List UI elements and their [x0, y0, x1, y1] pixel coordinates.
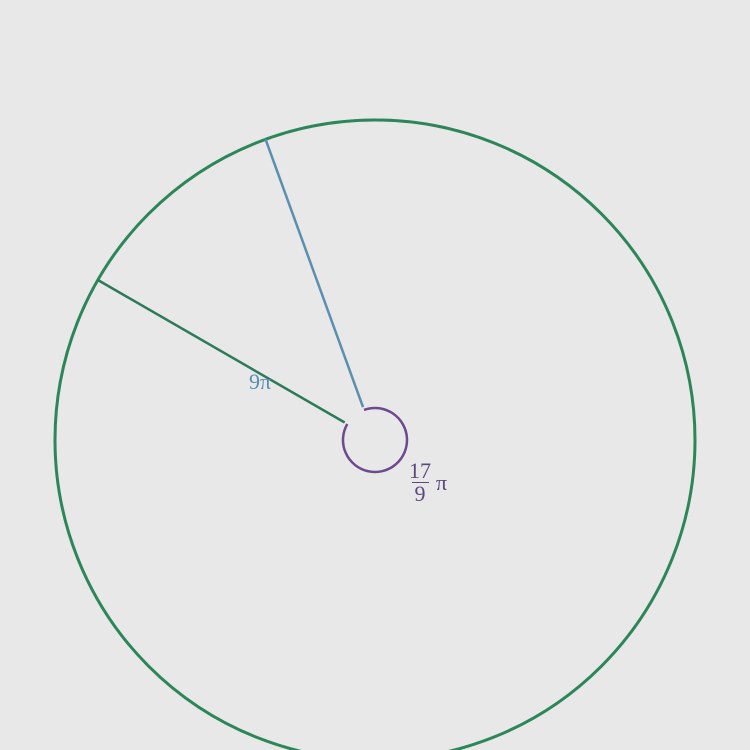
main-circle — [55, 120, 695, 750]
radius-label: 9π — [249, 369, 271, 395]
angle-denominator: 9 — [412, 482, 429, 505]
diagram-canvas: 9π 17 9 π — [0, 0, 750, 750]
reflex-angle-label: 17 9 π — [406, 460, 447, 505]
angle-pi-symbol: π — [436, 470, 447, 496]
radius-1 — [266, 139, 363, 407]
angle-numerator: 17 — [406, 460, 434, 482]
angle-fraction: 17 9 — [406, 460, 434, 505]
reflex-angle-arc — [343, 408, 407, 472]
radius-2 — [98, 280, 345, 423]
geometry-svg — [0, 0, 750, 750]
